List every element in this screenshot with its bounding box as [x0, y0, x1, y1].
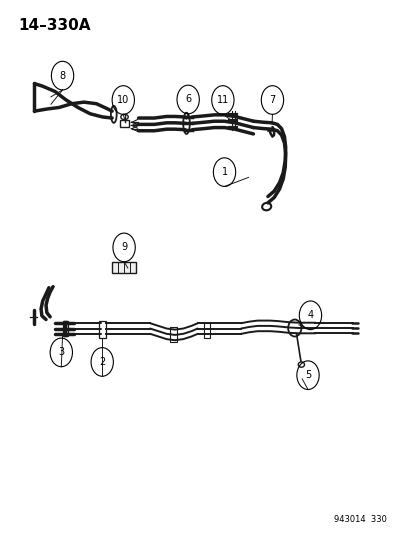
Ellipse shape: [262, 203, 271, 211]
Text: 6: 6: [185, 94, 191, 104]
Text: 14–330A: 14–330A: [18, 18, 90, 34]
Text: 7: 7: [269, 95, 275, 105]
FancyBboxPatch shape: [99, 320, 106, 337]
Text: 1: 1: [221, 167, 228, 177]
FancyBboxPatch shape: [112, 262, 136, 273]
Ellipse shape: [298, 362, 305, 367]
Text: 10: 10: [117, 95, 129, 105]
Ellipse shape: [183, 113, 190, 134]
Text: 3: 3: [58, 348, 64, 358]
Text: 11: 11: [217, 95, 229, 105]
FancyBboxPatch shape: [62, 320, 68, 336]
FancyBboxPatch shape: [204, 323, 210, 338]
Text: 9: 9: [121, 243, 127, 253]
Ellipse shape: [111, 106, 116, 123]
Text: 2: 2: [99, 357, 105, 367]
Text: 4: 4: [307, 310, 314, 320]
FancyBboxPatch shape: [119, 119, 129, 126]
Text: 8: 8: [59, 70, 66, 80]
Text: 943014  330: 943014 330: [334, 515, 387, 523]
Text: 5: 5: [305, 370, 311, 380]
FancyBboxPatch shape: [170, 327, 177, 342]
Ellipse shape: [121, 114, 128, 119]
